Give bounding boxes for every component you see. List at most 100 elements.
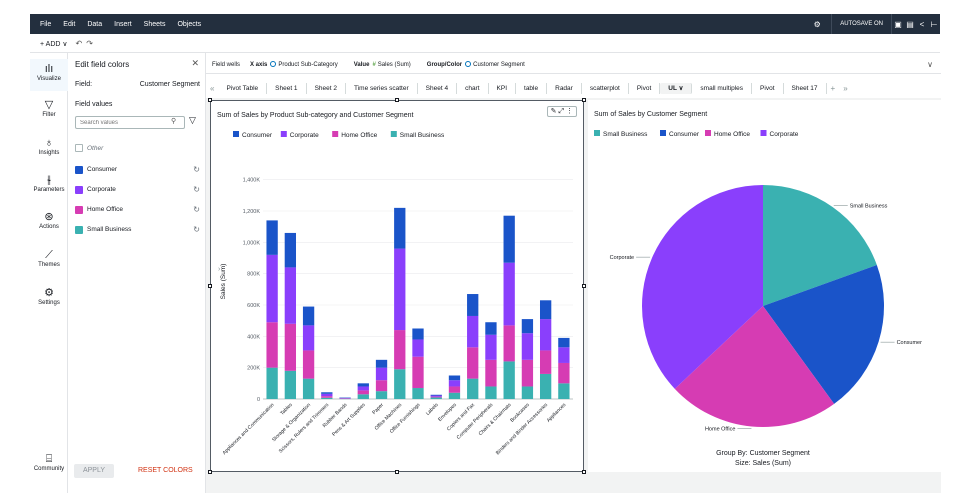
value-label: Small Business [87,226,132,233]
menu-edit[interactable]: Edit [63,20,76,28]
color-swatch[interactable] [75,205,83,214]
group-well[interactable]: Group/Color Customer Segment [427,61,525,68]
x-tick-label: Pens & Art Supplies [331,402,367,438]
bar-segment [430,397,442,399]
menu-data[interactable]: Data [87,20,103,28]
field-value-row[interactable]: Small Business ↻ [75,225,200,234]
dimension-icon [270,61,277,67]
publish-icon[interactable]: ⊢ [930,19,938,29]
reset-colors-button[interactable]: RESET COLORS [138,467,193,474]
color-swatch[interactable] [75,165,83,174]
chevron-down-icon[interactable]: ∨ [927,60,933,69]
nav-label: Parameters [33,187,65,193]
menu-sheets[interactable]: Sheets [143,20,166,28]
resize-handle[interactable] [208,98,212,102]
reset-icon[interactable]: ↻ [193,225,200,234]
value-well[interactable]: Value # Sales (Sum) [354,62,411,68]
sheet-tab[interactable]: chart [457,83,489,94]
field-value-row[interactable]: Home Office ↻ [75,205,200,214]
add-button[interactable]: + ADD ∨ [40,40,68,48]
bar-segment [412,328,424,340]
color-swatch[interactable] [75,185,83,194]
nav-parameters[interactable]: ⫳ Parameters [30,174,68,193]
x-tick-label: Appliances [546,402,568,424]
resize-handle[interactable] [395,470,399,474]
close-icon[interactable]: ✕ [191,58,199,68]
resize-handle[interactable] [582,470,586,474]
export-icon[interactable]: ▤ [906,19,914,29]
sheet-tab[interactable]: Pivot [752,83,784,94]
field-wells[interactable]: Field wells X axis Product Sub-Category V… [206,56,941,74]
bar-segment [521,319,534,334]
menu-objects[interactable]: Objects [177,20,202,28]
autosave-toggle[interactable]: AUTOSAVE ON [831,14,892,34]
bar-segment [503,215,515,263]
sheet-tab[interactable]: Sheet 4 [418,83,458,94]
gear-icon[interactable]: ⚙ [813,19,821,29]
brush-icon: ⟋ [45,249,53,261]
sheet-tab[interactable]: Radar [547,83,582,94]
visual-menu[interactable]: ✎ ⤢ ⋮ [546,106,577,117]
bar-segment [266,220,278,255]
bar-segment [558,347,570,363]
scroll-right-icon[interactable]: » [843,84,848,93]
sheet-tab-active[interactable]: UL ∨ [660,83,693,94]
pie-slice [642,185,763,389]
share-icon[interactable]: < [919,19,925,29]
sheet-tab[interactable]: Time series scatter [346,83,418,94]
save-icon[interactable]: ▣ [894,19,902,29]
bar-chart-svg: Consumer Corporate Home Office Small Busine… [218,131,573,456]
field-value-row[interactable]: Corporate ↻ [75,185,200,194]
bar-chart-visual[interactable]: Sum of Sales by Product Sub-category and… [210,100,584,472]
redo-icon[interactable]: ↷ [86,39,93,48]
color-swatch[interactable] [75,225,83,234]
resize-handle[interactable] [582,98,586,102]
nav-actions[interactable]: ⊛ Actions [30,211,68,230]
scroll-left-icon[interactable]: « [210,84,215,93]
bar-segment [539,300,552,320]
x-tick-label: Chairs & Chairmats [478,402,513,437]
menu-insert[interactable]: Insert [114,20,132,28]
nav-community[interactable]: ⌸ Community [30,453,68,472]
sheet-tab[interactable]: Pivot Table [218,83,268,94]
nav-themes[interactable]: ⟋ Themes [30,249,68,268]
menu-file[interactable]: File [40,20,52,28]
bar-segment [266,322,278,368]
field-values-header: Field values [75,101,113,108]
add-sheet-icon[interactable]: + [830,84,836,93]
sheet-tab[interactable]: scatterplot [582,83,629,94]
pie-slice [674,306,835,427]
resize-handle[interactable] [208,470,212,474]
bar-segment [485,359,497,387]
sheet-tab[interactable]: Pivot [629,83,661,94]
pie-chart-visual[interactable]: Sum of Sales by Customer Segment Small B… [588,100,941,472]
search-icon[interactable]: ⚲ [171,118,177,125]
bar-segment [539,319,552,351]
bar-segment [284,267,297,324]
reset-icon[interactable]: ↻ [193,205,200,214]
resize-handle[interactable] [395,98,399,102]
sheet-tab[interactable]: Sheet 2 [307,83,346,94]
xaxis-well[interactable]: X axis Product Sub-Category [250,61,338,68]
reset-icon[interactable]: ↻ [193,185,200,194]
sheet-tab[interactable]: Sheet 1 [267,83,307,94]
nav-filter[interactable]: ▽ Filter [30,99,68,118]
resize-handle[interactable] [208,284,212,288]
undo-icon[interactable]: ↶ [75,39,83,48]
search-input[interactable] [75,116,185,129]
nav-settings[interactable]: ⚙ Settings [30,287,68,306]
sheet-tab[interactable]: small multiples [692,83,753,94]
nav-visualize[interactable]: ılı Visualize [30,59,68,91]
field-value-row[interactable]: Consumer ↻ [75,165,200,174]
reset-icon[interactable]: ↻ [193,165,200,174]
other-value-row[interactable]: Other [75,144,200,152]
bar-segment [284,232,297,268]
nav-insights[interactable]: ♁ Insights [30,137,68,156]
sheet-tab[interactable]: Sheet 17 [784,83,827,94]
other-checkbox[interactable] [75,144,83,152]
sheet-tab[interactable]: KPI [489,83,517,94]
sheet-tab[interactable]: table [516,83,548,94]
apply-button[interactable]: APPLY [74,464,114,478]
filter-icon[interactable]: ▽ [189,115,196,125]
resize-handle[interactable] [582,284,586,288]
